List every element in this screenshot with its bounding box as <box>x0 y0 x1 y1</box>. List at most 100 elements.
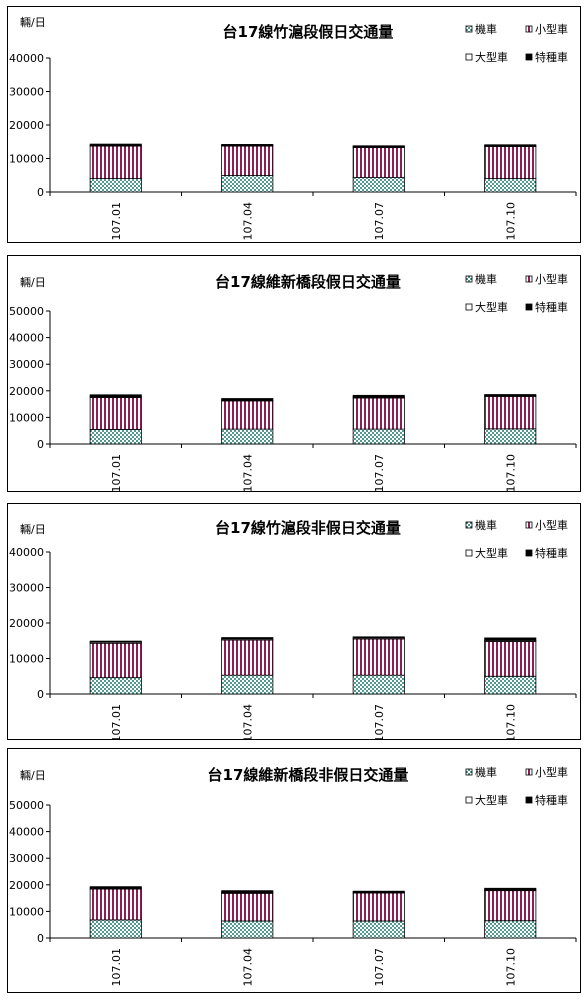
y-tick-label: 10000 <box>9 411 44 424</box>
legend-label-special: 特種車 <box>535 300 568 314</box>
bar-small-car <box>221 892 274 922</box>
bar-special <box>484 887 537 891</box>
legend-label-special: 特種車 <box>535 546 568 560</box>
legend-swatch-large-car <box>465 796 473 804</box>
bar-special <box>352 145 405 148</box>
chart-svg-1: 台17線竹滬段假日交通量 輛/日 0 10000 20000 30000 40000 107.… <box>9 15 577 241</box>
x-tick-label: 107.01 <box>110 704 123 739</box>
y-unit-label: 輛/日 <box>20 275 46 289</box>
bar-motorcycle <box>352 674 405 695</box>
bar-motorcycle <box>221 674 274 695</box>
x-tick-label: 107.07 <box>373 948 386 987</box>
y-unit-label: 輛/日 <box>20 768 46 782</box>
bar-small-car <box>484 146 537 180</box>
x-tick-label: 107.10 <box>504 704 517 739</box>
y-tick-label: 20000 <box>9 617 44 630</box>
y-tick-label: 10000 <box>9 905 44 918</box>
legend-label-special: 特種車 <box>535 793 568 807</box>
bar-special <box>352 890 405 893</box>
bar-small-car <box>89 888 142 921</box>
y-tick-label: 10000 <box>9 153 44 166</box>
legend-label-special: 特種車 <box>535 50 568 64</box>
chart-title: 台17線維新橋段假日交通量 <box>215 273 401 291</box>
bar-special <box>484 144 537 147</box>
legend-label-small-car: 小型車 <box>535 22 568 36</box>
y-tick-label: 30000 <box>9 582 44 595</box>
legend-swatch-motorcycle <box>465 768 473 776</box>
bar-special <box>352 394 405 398</box>
legend-label-motorcycle: 機車 <box>475 765 497 779</box>
chart-svg-4: 台17線維新橋段非假日交通量 輛/日 0 10000 20000 30000 40000 50… <box>9 765 577 987</box>
legend-swatch-small-car <box>525 25 533 33</box>
bar-motorcycle <box>352 920 405 939</box>
bar-small-car <box>352 147 405 178</box>
bar-small-car <box>484 395 537 430</box>
legend-swatch-special <box>525 549 533 557</box>
legend-swatch-special <box>525 53 533 61</box>
legend-label-motorcycle: 機車 <box>475 518 497 532</box>
bar-special <box>221 144 274 146</box>
legend-label-large-car: 大型車 <box>475 793 508 807</box>
legend-label-large-car: 大型車 <box>475 50 508 64</box>
y-tick-label: 20000 <box>9 879 44 892</box>
legend-swatch-small-car <box>525 521 533 529</box>
y-tick-label: 40000 <box>9 826 44 839</box>
y-tick-label: 30000 <box>9 86 44 99</box>
legend-label-small-car: 小型車 <box>535 272 568 286</box>
legend-swatch-large-car <box>465 549 473 557</box>
legend-swatch-special <box>525 303 533 311</box>
bar-small-car <box>221 400 274 430</box>
x-tick-label: 107.04 <box>241 704 254 739</box>
bar-special <box>484 637 537 641</box>
bar-small-car <box>484 890 537 922</box>
x-tick-label: 107.04 <box>241 202 254 241</box>
y-tick-label: 0 <box>37 932 44 945</box>
x-tick-label: 107.07 <box>373 454 386 491</box>
x-tick-label: 107.04 <box>241 454 254 491</box>
bar-motorcycle <box>221 920 274 939</box>
x-tick-label: 107.01 <box>110 948 123 987</box>
y-unit-label: 輛/日 <box>20 522 46 536</box>
bar-small-car <box>352 638 405 676</box>
x-tick-label: 107.07 <box>373 704 386 739</box>
legend-swatch-motorcycle <box>465 25 473 33</box>
bar-special <box>89 143 142 146</box>
bar-special <box>221 398 274 401</box>
y-tick-label: 40000 <box>9 546 44 559</box>
x-tick-label: 107.10 <box>504 454 517 491</box>
legend-label-motorcycle: 機車 <box>475 272 497 286</box>
legend-swatch-motorcycle <box>465 275 473 283</box>
x-tick-label: 107.10 <box>504 948 517 987</box>
legend-swatch-large-car <box>465 53 473 61</box>
bar-motorcycle <box>221 428 274 445</box>
bar-small-car <box>484 641 537 677</box>
bar-special <box>89 886 142 889</box>
x-tick-label: 107.01 <box>110 454 123 491</box>
bar-motorcycle <box>484 178 537 193</box>
chart-panel-1: 台17線竹滬段假日交通量 輛/日 0 10000 20000 30000 40000 107.… <box>7 6 581 243</box>
y-tick-label: 50000 <box>9 305 44 318</box>
legend-swatch-special <box>525 796 533 804</box>
legend-label-motorcycle: 機車 <box>475 22 497 36</box>
y-tick-label: 10000 <box>9 653 44 666</box>
bar-motorcycle <box>221 175 274 193</box>
legend-swatch-motorcycle <box>465 521 473 529</box>
bar-small-car <box>89 642 142 679</box>
bar-small-car <box>221 145 274 176</box>
y-tick-label: 40000 <box>9 332 44 345</box>
y-tick-label: 20000 <box>9 385 44 398</box>
bar-special <box>89 640 142 643</box>
chart-svg-3: 台17線竹滬段非假日交通量 輛/日 0 10000 20000 30000 40000 107… <box>9 518 577 739</box>
chart-title: 台17線竹滬段假日交通量 <box>223 23 394 41</box>
y-tick-label: 50000 <box>9 799 44 812</box>
bar-small-car <box>221 639 274 676</box>
y-tick-label: 0 <box>37 688 44 701</box>
chart-svg-2: 台17線維新橋段假日交通量 輛/日 0 10000 20000 30000 40000 500… <box>9 272 577 491</box>
chart-title: 台17線竹滬段非假日交通量 <box>215 519 401 537</box>
bar-motorcycle <box>89 919 142 939</box>
x-tick-label: 107.10 <box>504 202 517 241</box>
legend-swatch-small-car <box>525 275 533 283</box>
bar-special <box>89 394 142 398</box>
y-tick-label: 30000 <box>9 358 44 371</box>
bar-motorcycle <box>352 177 405 193</box>
